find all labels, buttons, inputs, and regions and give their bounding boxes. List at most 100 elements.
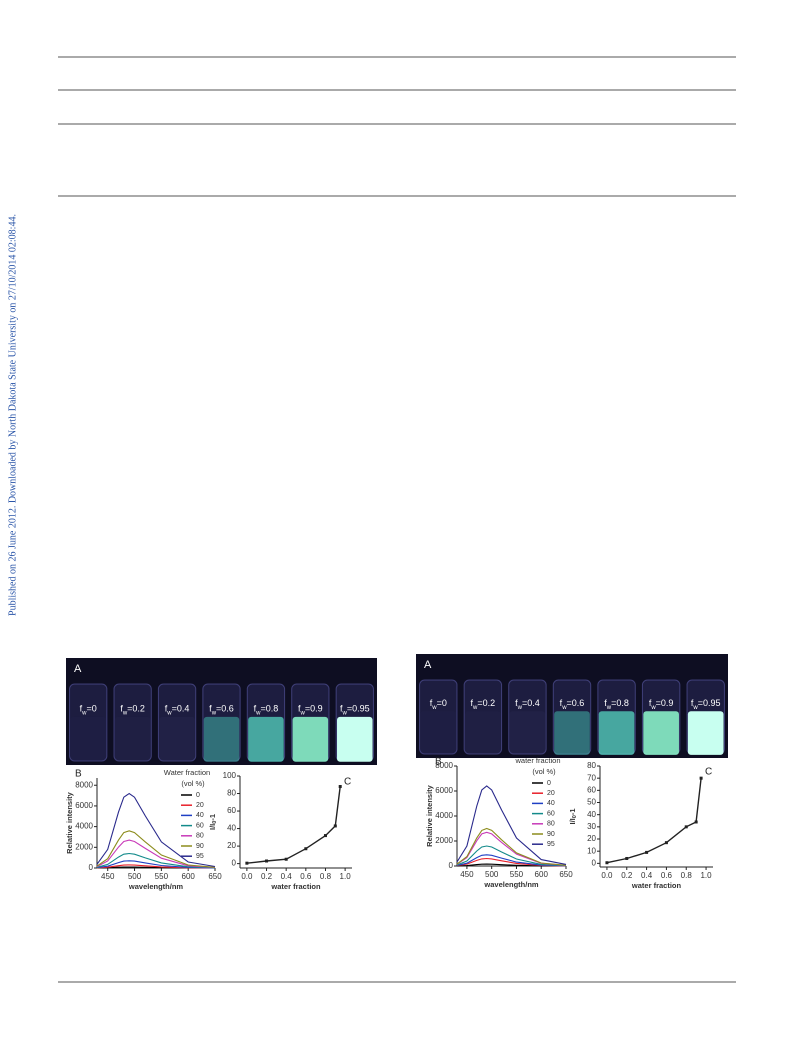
- legend-label: 0: [196, 792, 200, 799]
- vial-label-sub: w: [81, 710, 87, 716]
- legend-label: 60: [196, 822, 204, 829]
- vial-label-sub: w: [606, 704, 612, 710]
- point: [694, 820, 698, 824]
- line: [96, 839, 216, 868]
- vial-label-f: f: [298, 704, 301, 714]
- vial-label-f: f: [471, 698, 474, 708]
- x-tick-label: 500: [485, 870, 499, 879]
- vial-label: fw=0.8: [254, 704, 279, 716]
- x-axis-label: water fraction: [631, 881, 682, 890]
- y-tick-label: 80: [587, 761, 596, 770]
- x-tick-label: 0.6: [661, 871, 673, 880]
- vial-label-eq: =0.2: [477, 698, 495, 708]
- y-axis-label-main: Relative intensity: [65, 791, 74, 854]
- vial-label: fw=0: [80, 704, 97, 716]
- vial-label-f: f: [691, 698, 694, 708]
- x-tick-label: 600: [535, 870, 549, 879]
- line: [456, 785, 567, 865]
- vial-solution: [643, 711, 679, 755]
- vial-solution: [420, 711, 457, 755]
- y-axis-label: I/I0-1: [568, 809, 578, 825]
- vial-label-f: f: [80, 704, 83, 714]
- vial-solution: [203, 716, 240, 762]
- y-axis-label-sub: 0: [212, 821, 218, 824]
- vial-label-sub: w: [650, 704, 656, 710]
- vial-label-f: f: [340, 704, 343, 714]
- panel-letter: C: [344, 777, 351, 788]
- x-tick-label: 0.0: [241, 872, 253, 881]
- legend-label: 40: [547, 800, 555, 807]
- line: [96, 792, 216, 868]
- vial-label-sub: w: [517, 704, 523, 710]
- vial-label: fw=0.6: [560, 698, 585, 710]
- x-tick-label: 0.0: [601, 871, 613, 880]
- y-tick-label: 100: [223, 771, 237, 780]
- vial-label: fw=0.9: [649, 698, 674, 710]
- vial-solution: [509, 711, 546, 755]
- y-tick-label: 70: [587, 773, 596, 782]
- y-tick-label: 8000: [75, 780, 93, 789]
- vial-label-f: f: [430, 698, 433, 708]
- legend-title: water fraction: [514, 756, 560, 765]
- x-tick-label: 450: [460, 870, 474, 879]
- vial-label: fw=0.95: [340, 704, 370, 716]
- legend-label: 40: [196, 812, 204, 819]
- x-tick-label: 0.2: [621, 871, 633, 880]
- vial-solution: [687, 711, 724, 755]
- vial-label-eq: =0.9: [305, 704, 323, 714]
- line: [456, 827, 567, 866]
- y-tick-label: 6000: [435, 786, 453, 795]
- point: [645, 850, 649, 854]
- legend-label: 20: [547, 790, 555, 797]
- vial-label-eq: =0.2: [127, 704, 145, 714]
- x-tick-label: 550: [155, 872, 169, 881]
- y-tick-label: 4000: [435, 811, 453, 820]
- vial-solution: [337, 716, 373, 762]
- x-tick-label: 450: [101, 872, 115, 881]
- y-axis-label-main: I/I: [208, 824, 217, 830]
- y-tick-label: 20: [227, 841, 236, 850]
- vial: [157, 683, 197, 762]
- x-tick-label: 0.4: [281, 872, 293, 881]
- y-axis-label-main: Relative intensity: [425, 784, 434, 847]
- vial-solution: [159, 716, 195, 762]
- panel-letter: A: [74, 663, 82, 675]
- vial-solution: [292, 716, 329, 762]
- x-tick-label: 0.4: [641, 871, 653, 880]
- y-tick-label: 40: [587, 810, 596, 819]
- legend-title: (vol %): [532, 767, 556, 776]
- point: [304, 847, 308, 851]
- point: [625, 856, 629, 860]
- legend-label: 20: [196, 802, 204, 809]
- vial-label-eq: =0.6: [216, 704, 234, 714]
- y-tick-label: 20: [587, 834, 596, 843]
- y-tick-label: 50: [587, 798, 596, 807]
- vial-solution: [465, 711, 501, 755]
- vial: [69, 683, 108, 762]
- vial-label: fw=0.4: [165, 704, 190, 716]
- vial-solution: [114, 716, 151, 762]
- vial-label-eq: =0.9: [656, 698, 674, 708]
- point: [605, 861, 609, 865]
- point: [333, 824, 337, 828]
- vial-label: fw=0.9: [298, 704, 323, 716]
- vial-label-sub: w: [561, 704, 567, 710]
- y-axis-label-rest: -1: [568, 809, 577, 816]
- line: [246, 786, 341, 864]
- point: [323, 834, 327, 838]
- vial-label: fw=0.95: [691, 698, 721, 710]
- vial: [113, 683, 152, 762]
- vial-label-eq: =0: [437, 698, 447, 708]
- vial-label-f: f: [120, 704, 123, 714]
- vial-label: fw=0.2: [471, 698, 496, 710]
- vial-label-eq: =0.95: [347, 704, 370, 714]
- y-axis-label-main: I/I: [568, 818, 577, 824]
- point: [699, 776, 703, 780]
- vial-label-sub: w: [431, 704, 437, 710]
- vial: [463, 679, 503, 755]
- y-tick-label: 4000: [75, 822, 93, 831]
- line: [96, 860, 216, 869]
- x-tick-label: 550: [510, 870, 524, 879]
- line: [456, 863, 567, 867]
